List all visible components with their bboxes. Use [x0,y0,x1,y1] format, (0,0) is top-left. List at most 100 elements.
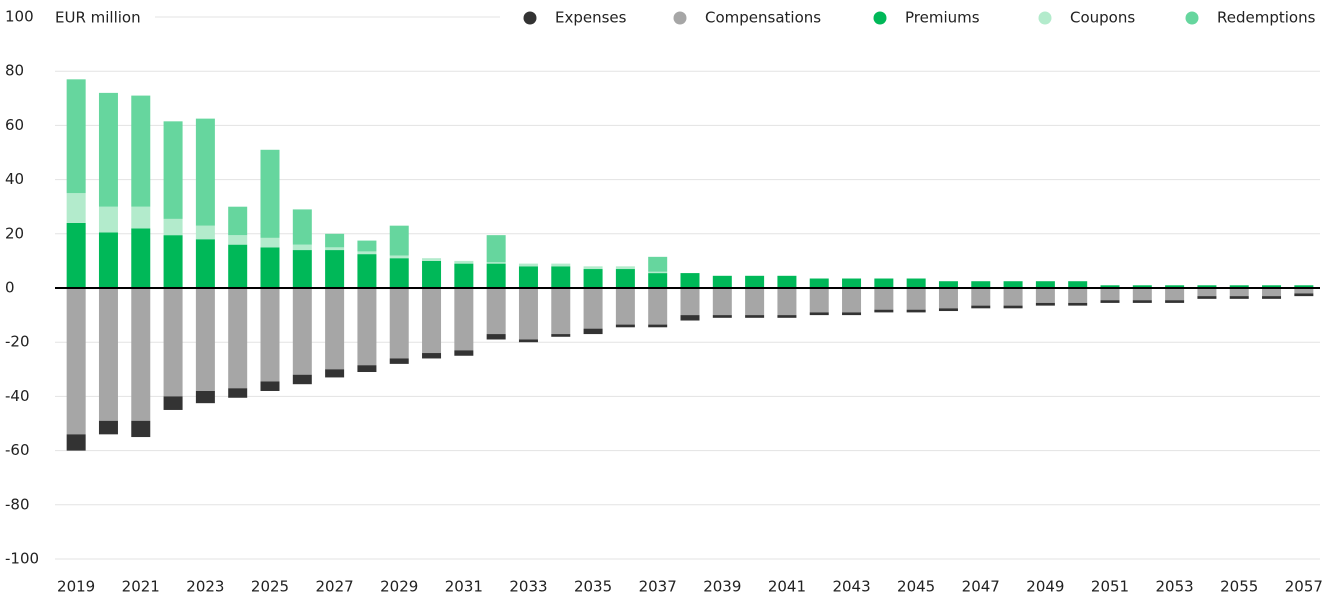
bar-segment [357,288,377,366]
bar-segment [615,269,635,288]
bar-segment [325,247,345,251]
bar-segment [842,312,862,316]
bar-segment [1100,288,1120,301]
bar-segment [163,235,183,288]
bar-segment [777,315,797,318]
bar-segment [745,315,765,318]
bar-segment [1003,288,1023,306]
bar-segment [131,95,151,207]
bar-segment [228,288,248,389]
bar-segment [518,288,538,340]
bar-segment [163,396,183,410]
x-tick-label: 2027 [316,578,354,596]
bar-segment [389,358,409,364]
legend-swatch [1038,11,1052,25]
bar-segment [680,288,700,316]
bar-segment [1132,285,1152,288]
bar-segment [1294,288,1314,294]
bar-segment [486,262,506,264]
bar-segment [260,149,280,238]
bar-segment [874,278,894,288]
bar-segment [292,244,312,251]
bar-segment [1165,300,1185,303]
x-tick-label: 2043 [832,578,870,596]
x-tick-label: 2025 [251,578,289,596]
legend-label: Expenses [555,9,627,27]
bar-segment [1003,305,1023,309]
bar-segment [454,263,474,288]
bar-segment [292,209,312,245]
bar-segment [454,288,474,351]
bar-segment [98,288,118,421]
y-tick-label: -60 [5,441,30,459]
bar-segment [486,334,506,340]
bar-segment [1197,288,1217,297]
bar-segment [1197,296,1217,299]
legend-label: Coupons [1070,9,1135,27]
bar-segment [1165,285,1185,288]
bar-segment [777,288,797,316]
y-tick-label: 20 [5,224,24,242]
bar-segment [260,288,280,382]
x-tick-label: 2055 [1220,578,1258,596]
legend-swatch [673,11,687,25]
bar-segment [583,269,603,288]
bar-segment [357,240,377,252]
x-tick-label: 2037 [639,578,677,596]
bar-segment [648,273,668,288]
bar-segment [1035,288,1055,303]
y-tick-label: 40 [5,170,24,188]
bar-segment [583,328,603,335]
bar-segment [712,275,732,288]
bar-segment [163,218,183,236]
bar-segment [389,225,409,256]
bar-segment [422,353,442,359]
bar-segment [1262,285,1282,288]
y-tick-label: -40 [5,387,30,405]
legend-swatch [523,11,537,25]
x-tick-label: 2041 [768,578,806,596]
bar-segment [648,271,668,274]
bar-segment [745,275,765,288]
bar-segment [486,235,506,263]
bar-segment [971,288,991,306]
bar-segment [389,255,409,259]
x-tick-label: 2045 [897,578,935,596]
bar-segment [66,193,86,223]
bar-segment [357,365,377,373]
bar-segment [583,266,603,270]
bar-segment [518,266,538,288]
bar-segment [680,273,700,288]
x-tick-label: 2035 [574,578,612,596]
legend-label: Premiums [905,9,980,27]
bar-segment [551,263,571,267]
bar-segment [551,334,571,337]
bar-segment [551,288,571,335]
y-tick-label: 60 [5,116,24,134]
bar-segment [66,434,86,451]
bar-segment [357,251,377,255]
bar-segment [195,225,215,240]
bar-segment [228,235,248,245]
bar-segment [131,288,151,421]
bar-segment [228,388,248,398]
bar-segment [1003,281,1023,288]
bar-segment [1229,296,1249,299]
bar-segment [422,260,442,288]
bar-segment [195,239,215,288]
x-tick-label: 2049 [1026,578,1064,596]
x-tick-label: 2047 [962,578,1000,596]
bar-segment [389,258,409,288]
bar-segment [874,288,894,310]
bar-segment [1262,288,1282,297]
bar-segment [163,288,183,397]
bar-segment [1262,296,1282,299]
bar-segment [260,237,280,248]
bar-segment [938,281,958,288]
bar-segment [809,288,829,313]
bar-segment [777,275,797,288]
bar-segment [260,381,280,391]
bar-segment [422,288,442,354]
x-tick-label: 2021 [122,578,160,596]
